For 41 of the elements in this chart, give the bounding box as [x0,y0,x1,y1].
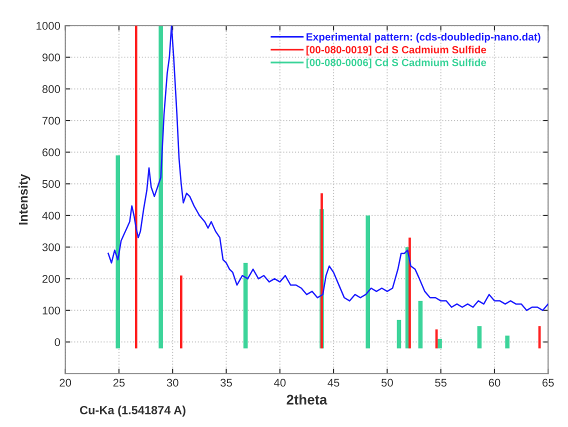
legend-label: [00-080-0019] Cd S Cadmium Sulfide [306,46,486,56]
x-tick-label: 30 [166,378,178,387]
y-tick-label: 800 [42,85,60,94]
bar [243,262,248,348]
y-tick-label: 900 [42,54,60,62]
bar [505,336,510,348]
x-tick-label: 35 [220,378,232,387]
y-tick-label: 500 [42,180,60,188]
bar [438,338,442,348]
legend-label: [00-080-0006] Cd S Cadmium Sulfide [306,58,486,68]
x-tick-label: 55 [435,378,447,387]
y-tick-label: 100 [42,306,60,314]
y-tick-label: 1000 [36,22,60,30]
y-axis-title: Intensity [18,174,30,224]
x-axis-title: 2theta [286,394,328,405]
bar [158,26,163,348]
y-tick-label: 0 [54,338,60,346]
x-tick-label: 50 [381,378,393,387]
bar [477,326,482,348]
y-tick-label: 700 [42,116,60,125]
bar [408,238,411,348]
y-tick-label: 300 [42,243,60,252]
x-tick-label: 45 [328,378,340,387]
bar [418,300,423,348]
y-tick-label: 400 [42,212,60,220]
bar [180,276,182,348]
bar [320,193,323,348]
bar [134,26,138,348]
y-tick-label: 200 [42,274,60,283]
line-series [108,26,548,312]
y-tick-label: 600 [42,148,60,156]
x-tick-label: 25 [113,378,125,387]
bar [366,215,370,348]
x-tick-label: 65 [542,378,554,387]
text: Cu-Ka (1.541874 A) [80,406,186,417]
bar [396,320,402,348]
x-tick-label: 60 [488,378,500,387]
bar [116,155,120,348]
x-tick-label: 40 [274,378,286,387]
x-tick-label: 20 [60,378,72,387]
legend-label: Experimental pattern: (cds-doubledip-nano.dat) [306,32,540,43]
